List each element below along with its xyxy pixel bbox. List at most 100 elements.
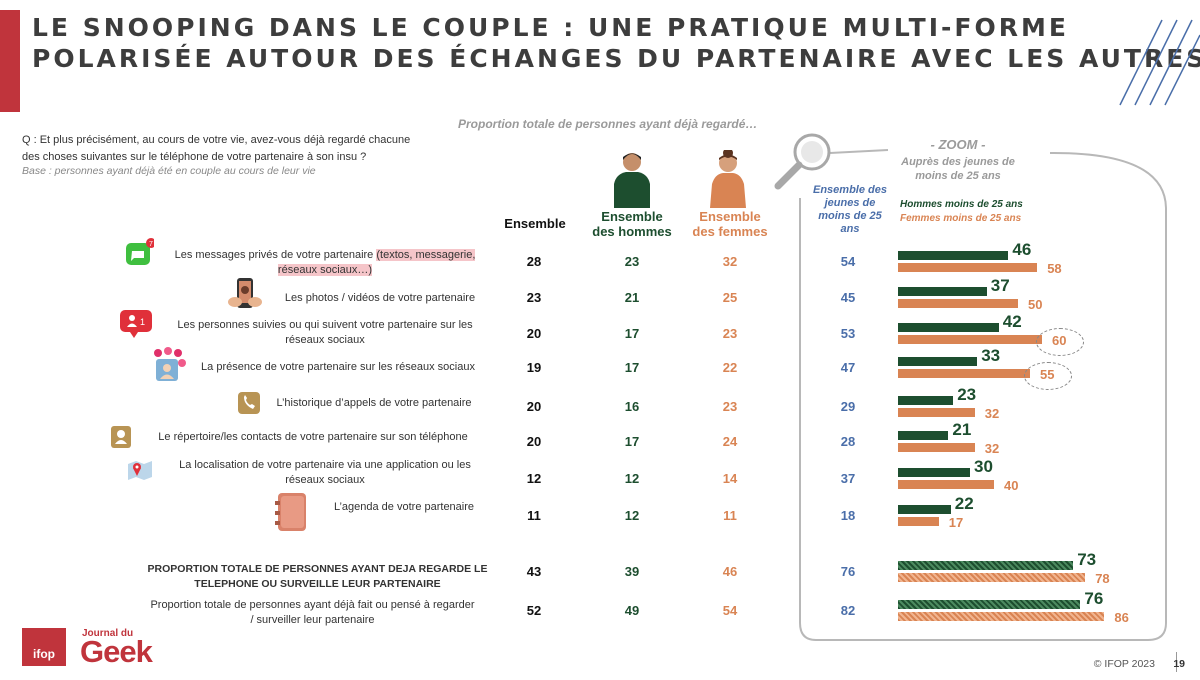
row-hommes-value-2: 17 (624, 326, 640, 341)
row-femmes-value-7: 11 (723, 508, 737, 523)
total-label-regarde: PROPORTION TOTALE DE PERSONNES AYANT DEJ… (147, 563, 488, 590)
row-hommes-value-6: 12 (624, 471, 640, 486)
jdg-logo-small: Journal du (82, 628, 134, 639)
photos-icon (227, 276, 263, 312)
row-jeunes-value-6: 37 (840, 471, 856, 486)
row-ensemble-value-4: 20 (526, 399, 542, 414)
column-header-ensemble: Ensemble (504, 216, 566, 231)
row-bar-femmes-25-1 (898, 299, 1018, 308)
row-femmes-value-0: 32 (722, 254, 738, 269)
row-label-messages: Les messages privés de votre partenaire … (174, 249, 476, 276)
row-bar-label-hommes-25-5: 21 (952, 420, 972, 439)
row-jeunes-value-5: 28 (840, 434, 856, 449)
row-bar-femmes-25-0 (898, 263, 1038, 272)
call-history-icon (236, 390, 260, 416)
total-bar-label-hommes-25-0: 73 (1077, 550, 1097, 569)
row-bar-label-hommes-25-7: 22 (954, 494, 974, 513)
row-bar-label-femmes-25-6: 40 (1004, 478, 1019, 493)
column-header-hommes: Ensemble des hommes (592, 209, 672, 239)
row-label-call-history: L’historique d’appels de votre partenair… (276, 397, 472, 409)
svg-text:1: 1 (140, 317, 145, 327)
row-ensemble-value-6: 12 (526, 471, 542, 486)
total-ensemble-value-0: 43 (526, 564, 542, 579)
row-femmes-value-1: 25 (722, 290, 738, 305)
row-jeunes-value-1: 45 (840, 290, 856, 305)
row-label-agenda: L’agenda de votre partenaire (333, 501, 475, 513)
row-bar-femmes-25-2 (898, 335, 1042, 344)
row-ensemble-value-1: 23 (526, 290, 542, 305)
row-bar-label-femmes-25-7: 17 (948, 515, 964, 530)
total-femmes-value-1: 54 (722, 603, 738, 618)
row-label-followers: Les personnes suivies ou qui suivent vot… (177, 319, 473, 346)
row-bar-label-hommes-25-4: 23 (957, 385, 977, 404)
total-ensemble-value-1: 52 (526, 603, 542, 618)
row-bar-hommes-25-0 (898, 251, 1009, 260)
row-bar-hommes-25-6 (898, 468, 970, 477)
row-bar-label-femmes-25-5: 32 (984, 441, 1000, 456)
total-femmes-value-0: 46 (722, 564, 738, 579)
row-hommes-value-5: 17 (624, 434, 640, 449)
row-jeunes-value-0: 54 (840, 254, 856, 269)
row-highlight-circle-2 (1036, 328, 1084, 356)
zoom-frame (774, 133, 1167, 641)
legend-hommes-25: Hommes moins de 25 ans (900, 199, 1023, 210)
total-jeunes-value-0: 76 (840, 564, 856, 579)
svg-text:7: 7 (149, 241, 153, 248)
total-bar-label-hommes-25-1: 76 (1084, 589, 1104, 608)
row-hommes-value-1: 21 (624, 290, 640, 305)
chart-subtitle: Proportion totale de personnes ayant déj… (458, 117, 758, 131)
row-hommes-value-0: 23 (624, 254, 640, 269)
messages-icon: 7 (124, 238, 154, 266)
row-highlight-circle-3 (1024, 362, 1072, 390)
row-bar-hommes-25-3 (898, 357, 978, 366)
total-bar-hommes-25-0 (898, 561, 1074, 570)
ifop-logo: ifop (22, 628, 66, 666)
total-hommes-value-1: 49 (624, 603, 640, 618)
row-bar-hommes-25-5 (898, 431, 949, 440)
row-femmes-value-4: 23 (722, 399, 738, 414)
decorative-stripes (1119, 19, 1200, 106)
row-bar-label-femmes-25-1: 50 (1028, 297, 1043, 312)
jdg-logo: Geek (80, 634, 153, 669)
row-bar-femmes-25-4 (898, 408, 975, 417)
total-label-pense: Proportion totale de personnes ayant déj… (150, 599, 475, 626)
row-label-contacts: Le répertoire/les contacts de votre part… (158, 431, 468, 443)
question-text: Q : Et plus précisément, au cours de vot… (22, 134, 411, 163)
row-bar-femmes-25-6 (898, 480, 994, 489)
row-hommes-value-4: 16 (624, 399, 640, 414)
row-label-location: La localisation de votre partenaire via … (179, 459, 471, 486)
row-femmes-value-5: 24 (722, 434, 738, 449)
row-bar-label-hommes-25-0: 46 (1012, 240, 1032, 259)
total-bar-femmes-25-0 (898, 573, 1086, 582)
row-label-social-presence: La présence de votre partenaire sur les … (201, 361, 475, 373)
row-bar-femmes-25-7 (898, 517, 939, 526)
total-bar-label-femmes-25-1: 86 (1114, 610, 1129, 625)
title-accent-bar (0, 10, 20, 112)
row-hommes-value-3: 17 (624, 360, 640, 375)
row-bar-label-femmes-25-4: 32 (984, 406, 1000, 421)
row-ensemble-value-7: 11 (527, 508, 541, 523)
row-hommes-value-7: 12 (624, 508, 640, 523)
row-bar-hommes-25-2 (898, 323, 999, 332)
row-bar-label-hommes-25-2: 42 (1002, 312, 1022, 331)
row-ensemble-value-0: 28 (526, 254, 542, 269)
zoom-title: - ZOOM - (930, 137, 986, 152)
row-ensemble-value-2: 20 (526, 326, 542, 341)
footer-divider (1176, 652, 1177, 672)
legend-femmes-25: Femmes moins de 25 ans (900, 213, 1022, 224)
total-hommes-value-0: 39 (624, 564, 640, 579)
zoom-subtitle: Auprès des jeunes de moins de 25 ans (901, 156, 1015, 182)
row-bar-hommes-25-4 (898, 396, 954, 405)
contacts-icon (108, 424, 132, 450)
row-bar-femmes-25-5 (898, 443, 975, 452)
row-bar-label-hommes-25-3: 33 (981, 346, 1001, 365)
row-ensemble-value-3: 19 (526, 360, 542, 375)
row-bar-hommes-25-1 (898, 287, 987, 296)
footer-copyright: © IFOP 2023 (1093, 658, 1155, 670)
column-header-jeunes: Ensemble des jeunes de moins de 25 ans (813, 184, 887, 235)
social-presence-icon (150, 347, 188, 384)
row-bar-hommes-25-7 (898, 505, 951, 514)
man-icon (614, 153, 650, 208)
row-label-photos: Les photos / vidéos de votre partenaire (284, 292, 476, 304)
row-ensemble-value-5: 20 (526, 434, 542, 449)
